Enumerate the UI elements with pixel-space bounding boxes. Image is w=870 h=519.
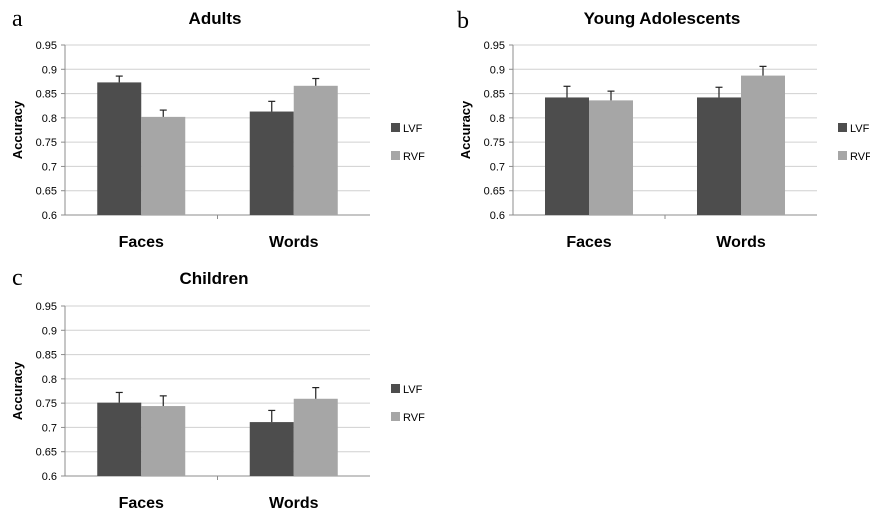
legend-label-rvf: RVF [850, 151, 870, 163]
bar-rvf-faces [589, 100, 633, 215]
bar-lvf-faces [97, 402, 142, 476]
y-tick-label: 0.6 [490, 210, 505, 222]
bar-rvf-words [293, 85, 338, 215]
y-tick-label: 0.85 [36, 350, 57, 362]
y-tick-label: 0.9 [42, 325, 57, 337]
y-tick-label: 0.7 [42, 422, 57, 434]
panel-letter: b [457, 8, 469, 34]
chart-panel-a: a Adults 0.95 0.9 0.85 0.8 0.75 0.7 0.65 0.6 Accur… [10, 6, 425, 251]
bar-rvf-words [741, 75, 785, 215]
x-category-label: Words [716, 234, 766, 251]
y-tick-label: 0.7 [490, 161, 505, 173]
y-tick-label: 0.9 [42, 64, 57, 76]
legend-swatch-rvf [838, 151, 847, 160]
y-tick-label: 0.65 [36, 186, 57, 198]
y-tick-label: 0.95 [484, 40, 505, 52]
y-tick-label: 0.95 [36, 301, 57, 313]
bar-rvf-words [293, 398, 338, 476]
bar-rvf-faces [141, 406, 186, 476]
y-tick-label: 0.95 [36, 40, 57, 52]
bar-rvf-faces [141, 116, 186, 215]
legend-label-rvf: RVF [403, 412, 425, 424]
panel-letter: a [12, 6, 23, 32]
bar-lvf-words [249, 422, 294, 476]
legend-label-lvf: LVF [403, 123, 423, 135]
y-tick-label: 0.85 [484, 89, 505, 101]
panel-letter: c [12, 265, 23, 291]
y-tick-label: 0.75 [36, 137, 57, 149]
legend-swatch-lvf [391, 123, 400, 132]
y-tick-label: 0.75 [36, 398, 57, 410]
legend-swatch-lvf [838, 123, 847, 132]
y-tick-label: 0.65 [36, 447, 57, 459]
y-tick-label: 0.65 [484, 186, 505, 198]
x-category-label: Words [269, 234, 319, 251]
y-tick-label: 0.9 [490, 64, 505, 76]
bar-lvf-faces [97, 82, 142, 216]
y-tick-label: 0.6 [42, 210, 57, 222]
bar-lvf-words [697, 97, 741, 215]
y-tick-label: 0.85 [36, 89, 57, 101]
legend-label-lvf: LVF [850, 123, 870, 135]
x-category-label: Faces [119, 234, 164, 251]
y-axis-label: Accuracy [10, 100, 25, 159]
bar-lvf-faces [545, 97, 589, 215]
chart-title: Children [180, 269, 249, 288]
chart-panel-b: b Young Adolescents 0.95 0.9 0.85 0.8 0.75 0.7 0… [457, 8, 870, 251]
bar-lvf-words [249, 111, 294, 215]
y-tick-label: 0.8 [42, 113, 57, 125]
legend-label-lvf: LVF [403, 384, 423, 396]
legend-label-rvf: RVF [403, 151, 425, 163]
legend-swatch-rvf [391, 151, 400, 160]
y-axis-label: Accuracy [10, 361, 25, 420]
y-axis-label: Accuracy [458, 100, 473, 159]
legend-swatch-lvf [391, 384, 400, 393]
x-category-label: Words [269, 495, 319, 512]
y-tick-label: 0.8 [42, 374, 57, 386]
x-category-label: Faces [566, 234, 611, 251]
y-tick-label: 0.75 [484, 137, 505, 149]
chart-title: Young Adolescents [584, 9, 741, 28]
y-tick-label: 0.6 [42, 471, 57, 483]
chart-panel-c: c Children 0.95 0.9 0.85 0.8 0.75 0.7 0.65 0.6 Acc… [10, 265, 425, 512]
x-category-label: Faces [119, 495, 164, 512]
legend-swatch-rvf [391, 412, 400, 421]
y-tick-label: 0.8 [490, 113, 505, 125]
chart-title: Adults [189, 9, 242, 28]
y-tick-label: 0.7 [42, 161, 57, 173]
